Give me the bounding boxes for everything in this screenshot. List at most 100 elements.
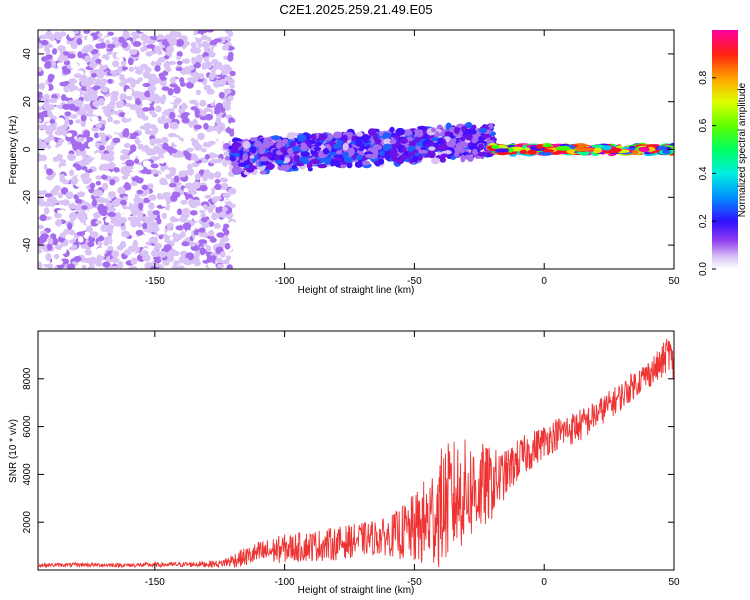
- spectrogram-cell: [124, 167, 131, 175]
- spectrogram-cell: [198, 239, 208, 244]
- spectrogram-cell: [171, 264, 178, 269]
- snr-frame: [37, 330, 675, 571]
- spectrogram-cell: [99, 163, 107, 170]
- spectrogram-cell: [154, 138, 163, 144]
- spectrogram-cell: [212, 46, 222, 54]
- spectrogram-cell: [407, 139, 417, 148]
- spectrogram-cell: [55, 259, 64, 265]
- y-tick-label: 40: [22, 48, 33, 60]
- spectrogram-cell: [113, 120, 121, 125]
- spectrogram-cell: [249, 146, 257, 154]
- spectrogram-cell: [103, 108, 111, 115]
- spectrogram-cell: [491, 144, 500, 149]
- spectrogram-cell: [91, 127, 99, 132]
- spectrogram-cell: [342, 134, 348, 143]
- spectrogram-cell: [203, 84, 212, 91]
- spectrogram-cell: [176, 51, 183, 58]
- spectrogram-cell: [38, 249, 43, 254]
- spectrogram-cell: [91, 198, 97, 207]
- spectrogram-cell: [287, 147, 294, 155]
- spectrogram-cell: [417, 125, 427, 130]
- spectrogram-cell: [444, 131, 451, 138]
- spectrogram-cell: [200, 212, 206, 219]
- spectrogram-cell: [113, 111, 120, 115]
- colorbar-tick-label: 0.8: [698, 70, 709, 84]
- y-tick-label: 20: [22, 96, 33, 108]
- spectrogram-cell: [68, 78, 78, 84]
- spectrogram-cell: [139, 94, 145, 102]
- spectrogram-cell: [364, 153, 375, 158]
- spectrogram-cell: [223, 136, 230, 144]
- colorbar-gradient: [712, 30, 738, 269]
- spectrogram-cell: [204, 194, 212, 199]
- spectrogram-cell: [146, 39, 156, 45]
- spectrogram-cell: [62, 68, 71, 75]
- spectrogram-cell: [201, 217, 208, 223]
- spectrogram-cell: [83, 257, 93, 263]
- spectrogram-cell: [161, 86, 170, 91]
- spectrogram-cell: [210, 93, 218, 101]
- spectrogram-cell: [450, 155, 456, 160]
- spectrogram-cell: [157, 264, 164, 269]
- spectrogram-cell: [148, 237, 154, 243]
- spectrogram-cell: [111, 250, 120, 258]
- spectrogram-cell: [130, 144, 137, 153]
- spectrogram-cell: [42, 102, 51, 110]
- spectrogram-cell: [111, 239, 121, 245]
- spectrogram-cell: [146, 216, 155, 223]
- spectrogram-cell: [39, 214, 47, 222]
- spectrogram-cell: [45, 168, 54, 176]
- spectrogram-cell: [107, 224, 115, 231]
- spectrogram-cell: [223, 223, 230, 229]
- spectrogram-cell: [56, 62, 63, 68]
- spectrogram-cell: [219, 131, 225, 139]
- spectrogram-cell: [160, 115, 167, 120]
- spectrogram-cell: [469, 129, 477, 135]
- spectrogram-cell: [98, 208, 106, 214]
- spectrogram-cell: [65, 191, 74, 200]
- spectrogram-cell: [229, 122, 235, 129]
- spectrogram-cell: [110, 257, 120, 264]
- spectrogram-cell: [204, 154, 210, 160]
- spectrogram-cell: [76, 231, 86, 236]
- spectrogram-cell: [151, 169, 158, 175]
- spectrogram-cell: [95, 59, 102, 64]
- spectrogram-cell: [198, 227, 206, 233]
- spectrogram-cell: [219, 177, 228, 182]
- spectrogram-cell: [119, 93, 128, 101]
- spectrogram-cell: [51, 188, 59, 196]
- spectrogram-cell: [180, 199, 188, 205]
- spectrogram-cell: [62, 51, 70, 56]
- spectrogram-cell: [180, 212, 187, 220]
- spectrogram-cell: [215, 102, 224, 110]
- spectrogram-cell: [181, 241, 190, 247]
- spectrogram-cell: [173, 260, 181, 266]
- spectrogram-cell: [425, 138, 431, 145]
- spectrogram-cell: [375, 138, 382, 145]
- spectrogram-cell: [118, 208, 126, 214]
- spectrogram-cell: [70, 40, 77, 48]
- spectrogram-cell: [477, 151, 488, 157]
- spectrogram-cell: [431, 137, 440, 142]
- spectrogram-cell: [154, 242, 163, 249]
- spectrogram-cell: [139, 125, 149, 130]
- spectrogram-cell: [342, 142, 349, 151]
- spectrogram-cell: [93, 211, 101, 219]
- spectrogram-cell: [129, 78, 136, 85]
- spectrogram-cell: [183, 58, 190, 64]
- spectrogram-cell: [221, 259, 230, 265]
- spectrogram-cell: [164, 169, 170, 175]
- spectrogram-cell: [507, 147, 514, 153]
- spectrogram-cell: [427, 134, 433, 140]
- spectrogram-cell: [173, 85, 181, 94]
- spectrogram-cell: [67, 53, 76, 59]
- spectrogram-cell: [68, 212, 78, 220]
- spectrogram-cell: [99, 42, 106, 49]
- spectrogram-cell: [81, 264, 87, 269]
- spectrogram-cell: [175, 187, 182, 193]
- spectrogram-cell: [395, 127, 406, 136]
- spectrogram-cell: [638, 146, 650, 152]
- spectrogram-cell: [168, 182, 177, 188]
- spectrogram-cell: [227, 187, 237, 195]
- spectrogram-cell: [188, 121, 194, 128]
